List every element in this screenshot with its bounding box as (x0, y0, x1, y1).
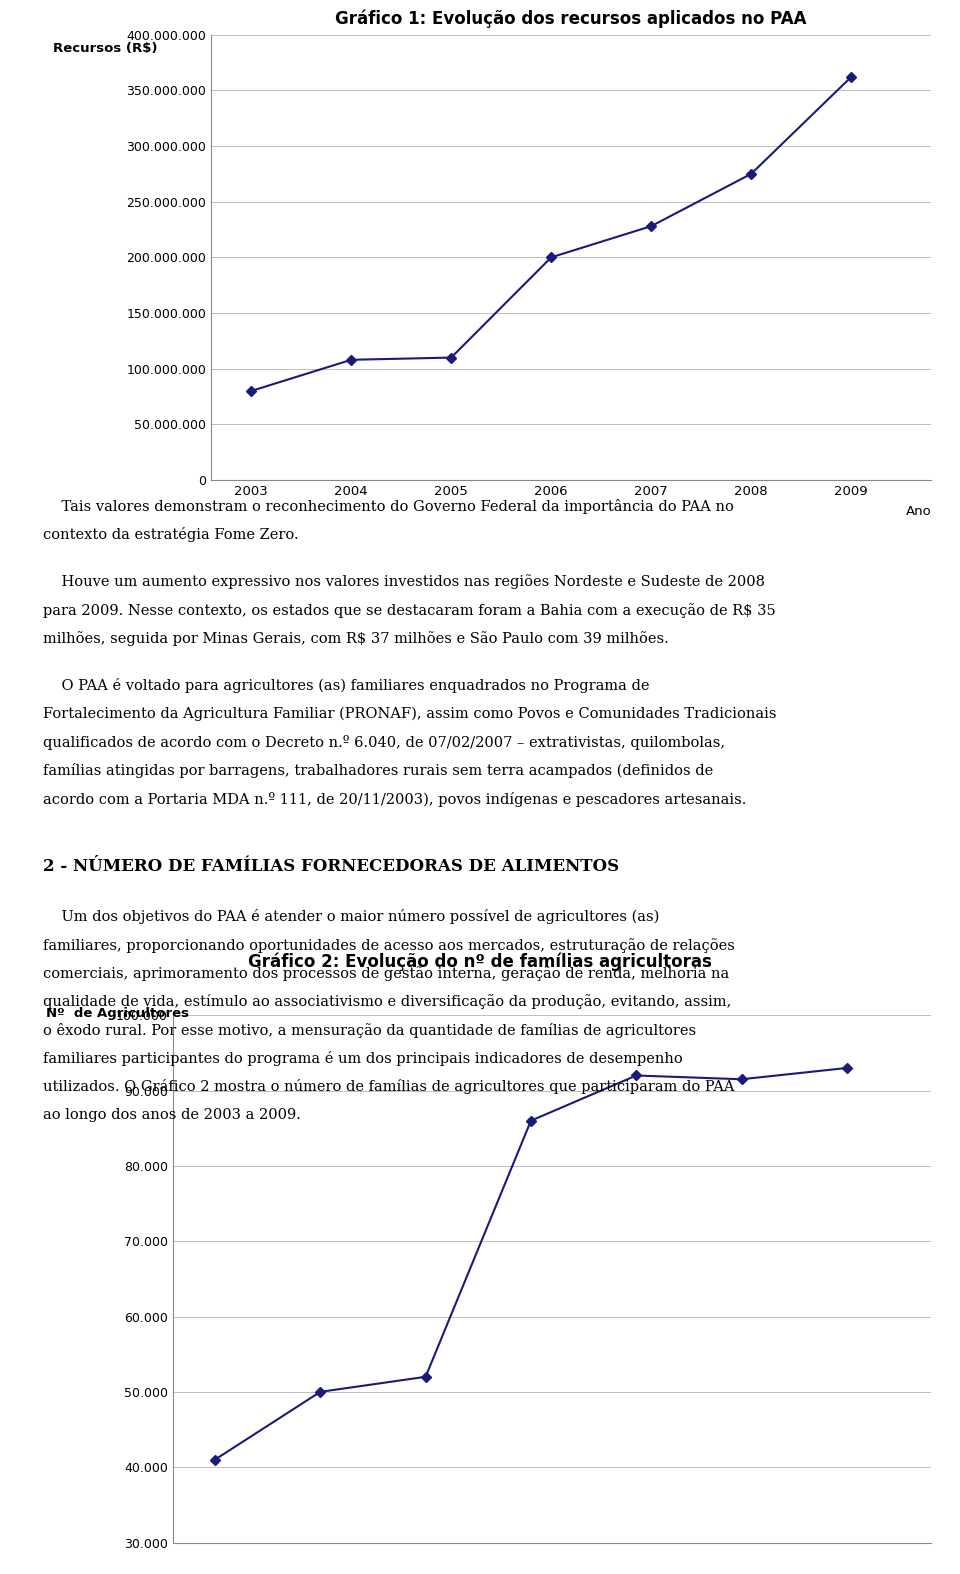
Text: acordo com a Portaria MDA n.º 111, de 20/11/2003), povos indígenas e pescadores : acordo com a Portaria MDA n.º 111, de 20… (43, 792, 747, 807)
Text: ao longo dos anos de 2003 a 2009.: ao longo dos anos de 2003 a 2009. (43, 1108, 301, 1122)
Text: Gráfico 2: Evolução do nº de famílias agricultoras: Gráfico 2: Evolução do nº de famílias ag… (248, 952, 712, 971)
Text: milhões, seguida por Minas Gerais, com R$ 37 milhões e São Paulo com 39 milhões.: milhões, seguida por Minas Gerais, com R… (43, 631, 669, 645)
Text: utilizados. O Gráfico 2 mostra o número de famílias de agricultores que particip: utilizados. O Gráfico 2 mostra o número … (43, 1080, 734, 1094)
Text: famílias atingidas por barragens, trabalhadores rurais sem terra acampados (defi: famílias atingidas por barragens, trabal… (43, 763, 713, 779)
Text: para 2009. Nesse contexto, os estados que se destacaram foram a Bahia com a exec: para 2009. Nesse contexto, os estados qu… (43, 603, 776, 617)
Text: Tais valores demonstram o reconhecimento do Governo Federal da importância do PA: Tais valores demonstram o reconhecimento… (43, 499, 734, 515)
Text: Fortalecimento da Agricultura Familiar (PRONAF), assim como Povos e Comunidades : Fortalecimento da Agricultura Familiar (… (43, 707, 777, 721)
Text: O PAA é voltado para agricultores (as) familiares enquadrados no Programa de: O PAA é voltado para agricultores (as) f… (43, 678, 650, 694)
Text: o êxodo rural. Por esse motivo, a mensuração da quantidade de famílias de agricu: o êxodo rural. Por esse motivo, a mensur… (43, 1023, 696, 1037)
Text: Um dos objetivos do PAA é atender o maior número possível de agricultores (as): Um dos objetivos do PAA é atender o maio… (43, 910, 660, 924)
Text: comerciais, aprimoramento dos processos de gestão interna, geração de renda, mel: comerciais, aprimoramento dos processos … (43, 966, 730, 981)
Text: Nº  de Agricultores: Nº de Agricultores (46, 1007, 189, 1020)
Text: familiares participantes do programa é um dos principais indicadores de desempen: familiares participantes do programa é u… (43, 1051, 683, 1066)
Text: Ano: Ano (905, 505, 931, 518)
Text: Recursos (R$): Recursos (R$) (53, 42, 157, 55)
Text: qualidade de vida, estímulo ao associativismo e diversificação da produção, evit: qualidade de vida, estímulo ao associati… (43, 995, 732, 1009)
Text: contexto da estratégia Fome Zero.: contexto da estratégia Fome Zero. (43, 527, 299, 543)
Title: Gráfico 1: Evolução dos recursos aplicados no PAA: Gráfico 1: Evolução dos recursos aplicad… (335, 9, 807, 27)
Text: familiares, proporcionando oportunidades de acesso aos mercados, estruturação de: familiares, proporcionando oportunidades… (43, 938, 735, 952)
Text: qualificados de acordo com o Decreto n.º 6.040, de 07/02/2007 – extrativistas, q: qualificados de acordo com o Decreto n.º… (43, 735, 726, 751)
Text: Houve um aumento expressivo nos valores investidos nas regiões Nordeste e Sudest: Houve um aumento expressivo nos valores … (43, 575, 765, 589)
Text: 2 - NÚMERO DE FAMÍLIAS FORNECEDORAS DE ALIMENTOS: 2 - NÚMERO DE FAMÍLIAS FORNECEDORAS DE A… (43, 858, 619, 875)
